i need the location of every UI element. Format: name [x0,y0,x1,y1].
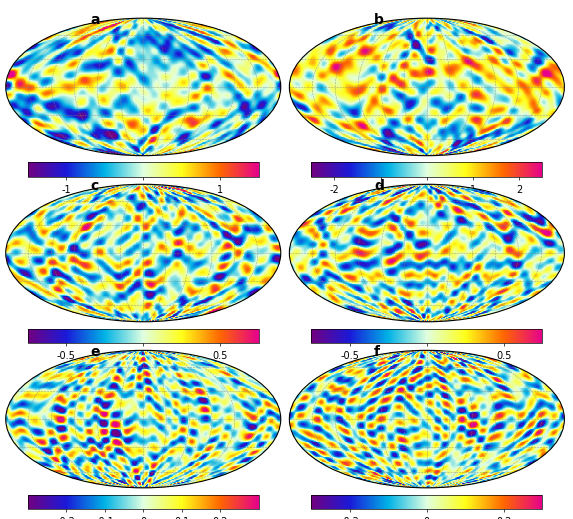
Text: e: e [91,345,100,359]
Text: c: c [91,179,99,193]
Text: f: f [374,345,380,359]
Text: a: a [91,13,100,27]
Text: d: d [374,179,384,193]
Text: b: b [374,13,384,27]
